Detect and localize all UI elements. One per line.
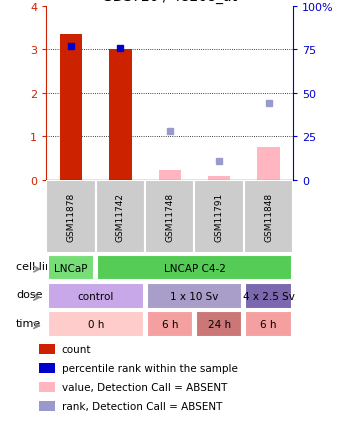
Text: GSM11848: GSM11848	[264, 193, 273, 241]
Bar	[46, 180, 96, 254]
Bar	[146, 312, 193, 337]
Bar	[159, 171, 181, 180]
Text: LNCAP C4-2: LNCAP C4-2	[164, 263, 225, 273]
Text: LNCaP: LNCaP	[54, 263, 88, 273]
Text: cell line: cell line	[16, 262, 59, 272]
Bar	[109, 50, 131, 180]
Bar	[196, 312, 243, 337]
Bar	[258, 148, 280, 180]
Bar	[145, 180, 194, 254]
Text: 1 x 10 Sv: 1 x 10 Sv	[170, 291, 219, 301]
Text: 6 h: 6 h	[260, 319, 277, 329]
Bar	[208, 177, 230, 180]
Bar	[60, 35, 82, 180]
Text: GSM11742: GSM11742	[116, 193, 125, 241]
Bar	[244, 180, 293, 254]
Title: GDS720 / 48268_at: GDS720 / 48268_at	[102, 0, 237, 4]
Bar	[245, 283, 292, 309]
Text: 4 x 2.5 Sv: 4 x 2.5 Sv	[243, 291, 295, 301]
Text: 6 h: 6 h	[162, 319, 178, 329]
Text: time: time	[16, 318, 42, 328]
Text: GSM11748: GSM11748	[165, 193, 174, 241]
Bar	[146, 283, 243, 309]
Bar	[48, 312, 144, 337]
Bar	[245, 312, 292, 337]
Bar	[38, 401, 55, 411]
Text: rank, Detection Call = ABSENT: rank, Detection Call = ABSENT	[62, 401, 222, 411]
Text: value, Detection Call = ABSENT: value, Detection Call = ABSENT	[62, 382, 227, 392]
Bar	[38, 344, 55, 354]
Text: count: count	[62, 344, 91, 354]
Text: percentile rank within the sample: percentile rank within the sample	[62, 363, 238, 373]
Bar	[48, 255, 94, 281]
Bar	[48, 283, 144, 309]
Bar	[97, 255, 292, 281]
Bar	[96, 180, 145, 254]
Bar	[38, 382, 55, 392]
Text: 24 h: 24 h	[208, 319, 231, 329]
Text: GSM11878: GSM11878	[67, 192, 75, 242]
Text: GSM11791: GSM11791	[215, 192, 224, 242]
Bar	[38, 363, 55, 373]
Text: dose: dose	[16, 290, 43, 300]
Text: control: control	[78, 291, 114, 301]
Bar	[194, 180, 244, 254]
Text: 0 h: 0 h	[87, 319, 104, 329]
